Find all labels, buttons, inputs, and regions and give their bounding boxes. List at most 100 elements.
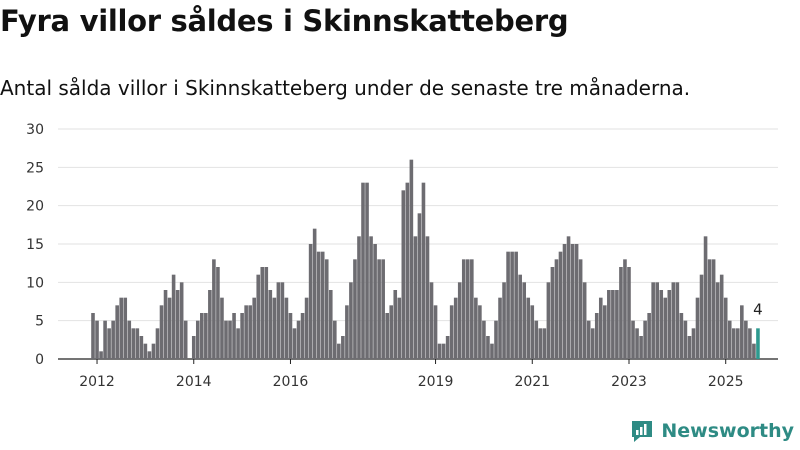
y-tick-label: 15 <box>26 237 44 253</box>
bar <box>582 282 587 359</box>
bar <box>337 343 341 359</box>
bar <box>200 313 204 359</box>
bar <box>216 267 220 359</box>
bar <box>171 274 176 359</box>
bar <box>127 320 132 359</box>
bar <box>308 244 313 359</box>
bar <box>655 282 659 359</box>
x-tick-label: 2019 <box>418 374 454 390</box>
bar <box>486 336 490 359</box>
bar <box>570 244 575 359</box>
newsworthy-logo-icon <box>632 421 653 442</box>
bar <box>381 259 385 359</box>
bar <box>635 328 639 359</box>
bar <box>365 182 369 359</box>
bar <box>586 320 591 359</box>
bar <box>167 297 172 359</box>
bar <box>643 320 647 359</box>
bar <box>623 259 627 359</box>
bar <box>369 236 373 359</box>
bar <box>397 297 402 359</box>
bar <box>719 274 724 359</box>
bar <box>119 297 124 359</box>
bar <box>611 290 615 359</box>
bar <box>252 297 256 359</box>
bar <box>627 267 631 359</box>
x-tick-label: 2023 <box>611 374 647 390</box>
bar <box>131 328 136 359</box>
bar <box>679 313 684 359</box>
bar <box>405 182 410 359</box>
bar <box>377 259 381 359</box>
bar <box>357 236 361 359</box>
bar <box>494 320 498 359</box>
bar <box>316 251 321 359</box>
bar <box>183 320 188 359</box>
bar <box>659 290 664 359</box>
bar <box>413 236 418 359</box>
bar <box>514 251 518 359</box>
bar <box>256 274 261 359</box>
bar <box>546 282 551 359</box>
bar <box>445 336 450 359</box>
bar <box>244 305 248 359</box>
bar <box>276 282 281 359</box>
bar <box>723 297 728 359</box>
bar <box>179 282 184 359</box>
bar <box>389 305 394 359</box>
bar <box>143 343 148 359</box>
bar <box>740 305 744 359</box>
bar <box>107 328 111 359</box>
highlighted-bar <box>756 328 760 359</box>
bar <box>631 320 635 359</box>
bar <box>744 320 748 359</box>
bar <box>135 328 140 359</box>
newsworthy-logo[interactable]: Newsworthy <box>629 418 794 444</box>
newsworthy-logo-text: Newsworthy <box>661 420 794 442</box>
bar <box>699 274 704 359</box>
bar <box>675 282 680 359</box>
bar <box>695 297 700 359</box>
bar <box>534 320 539 359</box>
bar <box>526 297 531 359</box>
bar <box>603 305 607 359</box>
bar <box>530 305 535 359</box>
y-axis: 0 5 10 15 20 25 30 <box>26 122 44 368</box>
bar <box>341 336 345 359</box>
bar <box>647 313 651 359</box>
bar <box>147 351 152 359</box>
bar <box>506 251 510 359</box>
x-tick-label: 2012 <box>79 374 115 390</box>
bar <box>300 313 305 359</box>
bar <box>268 290 273 359</box>
y-tick-label: 10 <box>26 275 44 291</box>
bar <box>248 305 252 359</box>
y-tick-label: 25 <box>26 160 44 176</box>
bar <box>566 236 571 359</box>
bar <box>538 328 543 359</box>
bar <box>554 259 559 359</box>
bar <box>433 305 438 359</box>
bar <box>590 328 595 359</box>
bar <box>385 313 389 359</box>
bar <box>151 343 156 359</box>
bar <box>703 236 708 359</box>
bar <box>607 290 611 359</box>
bar <box>510 251 514 359</box>
y-tick-label: 30 <box>26 122 44 138</box>
bar <box>272 297 277 359</box>
bar <box>558 251 563 359</box>
bar <box>619 267 623 359</box>
bar <box>236 328 240 359</box>
bar <box>453 297 458 359</box>
bar <box>518 274 522 359</box>
bar <box>594 313 599 359</box>
bar <box>482 320 486 359</box>
bar <box>232 313 236 359</box>
bar <box>711 259 716 359</box>
bar <box>691 328 696 359</box>
bar <box>163 290 168 359</box>
bar <box>465 259 470 359</box>
chart-subtitle: Antal sålda villor i Skinnskatteberg und… <box>0 76 691 100</box>
bar <box>349 282 353 359</box>
